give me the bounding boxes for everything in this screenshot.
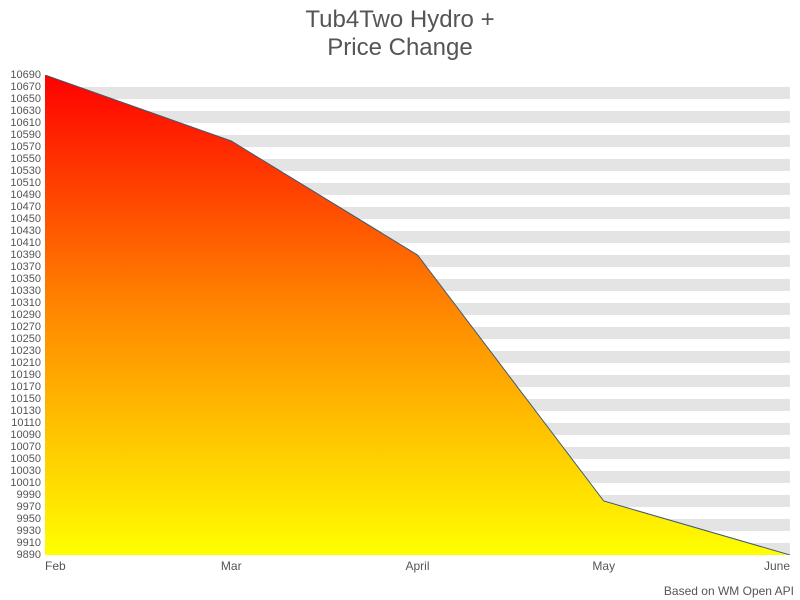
y-tick-label: 10290 — [10, 309, 41, 321]
y-tick-label: 10030 — [10, 465, 41, 477]
y-tick-label: 10650 — [10, 93, 41, 105]
y-tick-label: 10490 — [10, 189, 41, 201]
y-tick-label: 10430 — [10, 225, 41, 237]
y-tick-label: 9890 — [17, 549, 41, 561]
y-tick-label: 10350 — [10, 273, 41, 285]
y-tick-label: 9910 — [17, 537, 41, 549]
y-tick-label: 10050 — [10, 453, 41, 465]
x-tick-label: May — [592, 559, 615, 573]
y-tick-label: 9970 — [17, 501, 41, 513]
y-tick-label: 10270 — [10, 321, 41, 333]
y-tick-label: 10310 — [10, 297, 41, 309]
y-tick-label: 10230 — [10, 345, 41, 357]
y-tick-label: 10570 — [10, 141, 41, 153]
y-tick-label: 10090 — [10, 429, 41, 441]
price-area-chart — [45, 75, 790, 555]
x-tick-label: June — [764, 559, 790, 573]
y-tick-label: 10610 — [10, 117, 41, 129]
y-tick-label: 10670 — [10, 81, 41, 93]
y-tick-label: 10170 — [10, 381, 41, 393]
y-tick-label: 9930 — [17, 525, 41, 537]
y-tick-label: 10250 — [10, 333, 41, 345]
y-tick-label: 10370 — [10, 261, 41, 273]
x-tick-label: Mar — [221, 559, 242, 573]
y-tick-label: 10130 — [10, 405, 41, 417]
y-tick-label: 10110 — [11, 417, 41, 429]
y-tick-label: 10690 — [10, 69, 41, 81]
chart-container: Tub4Two Hydro + Price Change 98909910993… — [0, 0, 800, 600]
y-tick-label: 10410 — [10, 237, 41, 249]
chart-title: Tub4Two Hydro + Price Change — [0, 0, 800, 61]
y-tick-label: 10390 — [10, 249, 41, 261]
y-tick-label: 9990 — [17, 489, 41, 501]
y-tick-label: 10210 — [10, 357, 41, 369]
y-tick-label: 10330 — [10, 285, 41, 297]
y-tick-label: 10450 — [10, 213, 41, 225]
y-tick-label: 10630 — [10, 105, 41, 117]
chart-footer: Based on WM Open API — [664, 584, 794, 598]
y-tick-label: 10150 — [10, 393, 41, 405]
title-line-2: Price Change — [327, 34, 472, 61]
y-tick-label: 10010 — [10, 477, 41, 489]
y-tick-label: 10510 — [10, 177, 41, 189]
title-line-1: Tub4Two Hydro + — [305, 6, 494, 33]
y-axis-labels: 9890991099309950997099901001010030100501… — [0, 75, 45, 555]
y-tick-label: 10590 — [10, 129, 41, 141]
y-tick-label: 10190 — [10, 369, 41, 381]
x-tick-label: April — [405, 559, 429, 573]
y-tick-label: 10530 — [10, 165, 41, 177]
y-tick-label: 10070 — [10, 441, 41, 453]
y-tick-label: 10550 — [10, 153, 41, 165]
x-tick-label: Feb — [45, 559, 66, 573]
chart-area: 9890991099309950997099901001010030100501… — [45, 75, 790, 555]
y-tick-label: 9950 — [17, 513, 41, 525]
y-tick-label: 10470 — [10, 201, 41, 213]
x-axis-labels: Feb Mar April May June — [45, 559, 790, 579]
